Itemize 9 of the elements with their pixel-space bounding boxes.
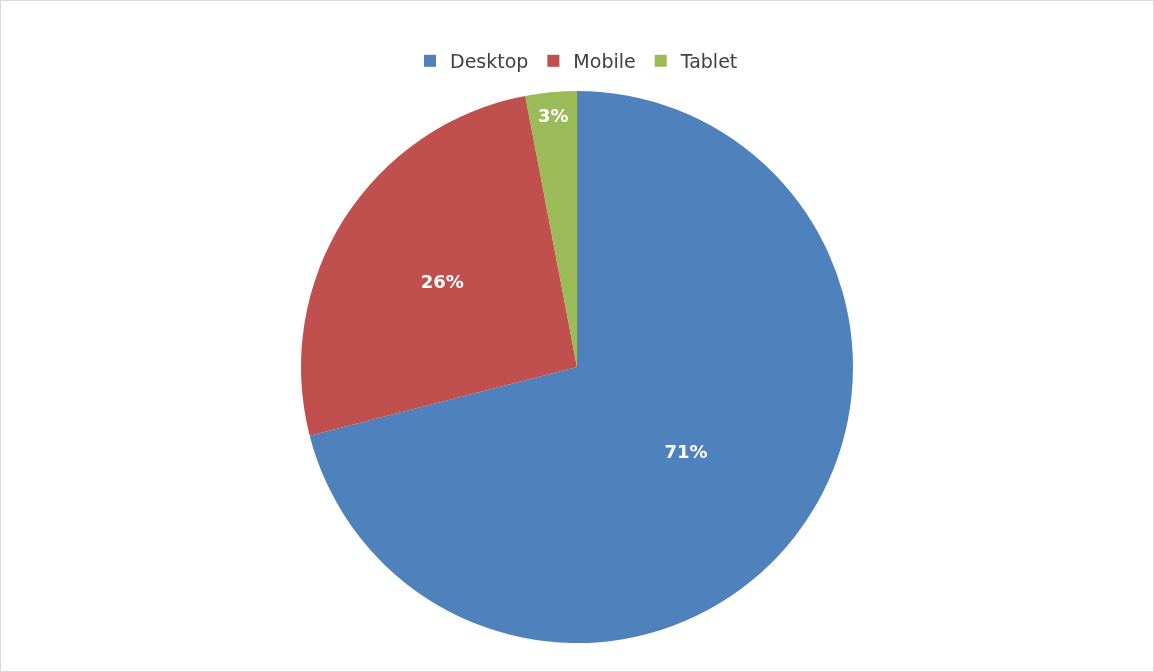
pie-slice [525, 91, 577, 367]
legend-label: Mobile [573, 50, 636, 73]
pie-slice [309, 91, 853, 643]
legend-label: Desktop [450, 50, 529, 73]
data-label: 26% [420, 270, 464, 292]
pie-slice [301, 95, 577, 436]
data-label: 3% [537, 105, 569, 127]
legend-label: Tablet [679, 50, 738, 73]
data-label: 71% [664, 441, 708, 463]
